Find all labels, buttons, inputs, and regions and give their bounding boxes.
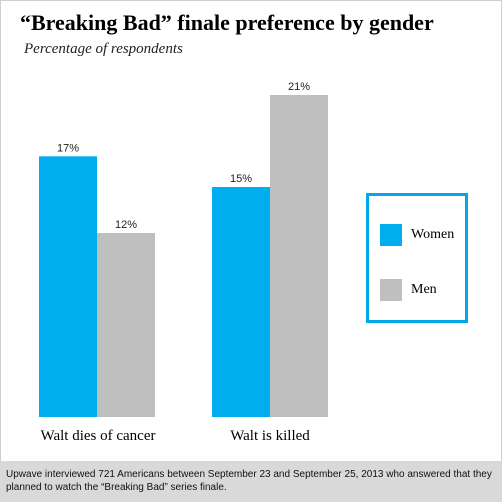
legend-item-men: Men (380, 279, 437, 301)
legend: Women Men (366, 193, 468, 323)
bar-men-2 (270, 95, 328, 417)
bar-women-2 (212, 187, 270, 417)
data-label-men-2: 21% (288, 81, 310, 93)
data-label-women-1: 17% (57, 142, 79, 154)
legend-label-men: Men (411, 282, 437, 297)
legend-swatch-men (380, 279, 402, 301)
legend-swatch-women (380, 224, 402, 246)
chart-title: “Breaking Bad” finale preference by gend… (20, 10, 434, 35)
data-label-women-2: 15% (230, 173, 252, 185)
footnote: Upwave interviewed 721 Americans between… (0, 461, 502, 502)
category-label-1: Walt dies of cancer (41, 428, 156, 444)
chart-subtitle: Percentage of respondents (24, 41, 183, 57)
bar-men-1 (97, 233, 155, 417)
data-label-men-1: 12% (115, 219, 137, 231)
bar-women-1 (39, 156, 97, 418)
legend-item-women: Women (380, 224, 454, 246)
legend-label-women: Women (411, 227, 455, 242)
category-label-2: Walt is killed (230, 428, 310, 444)
